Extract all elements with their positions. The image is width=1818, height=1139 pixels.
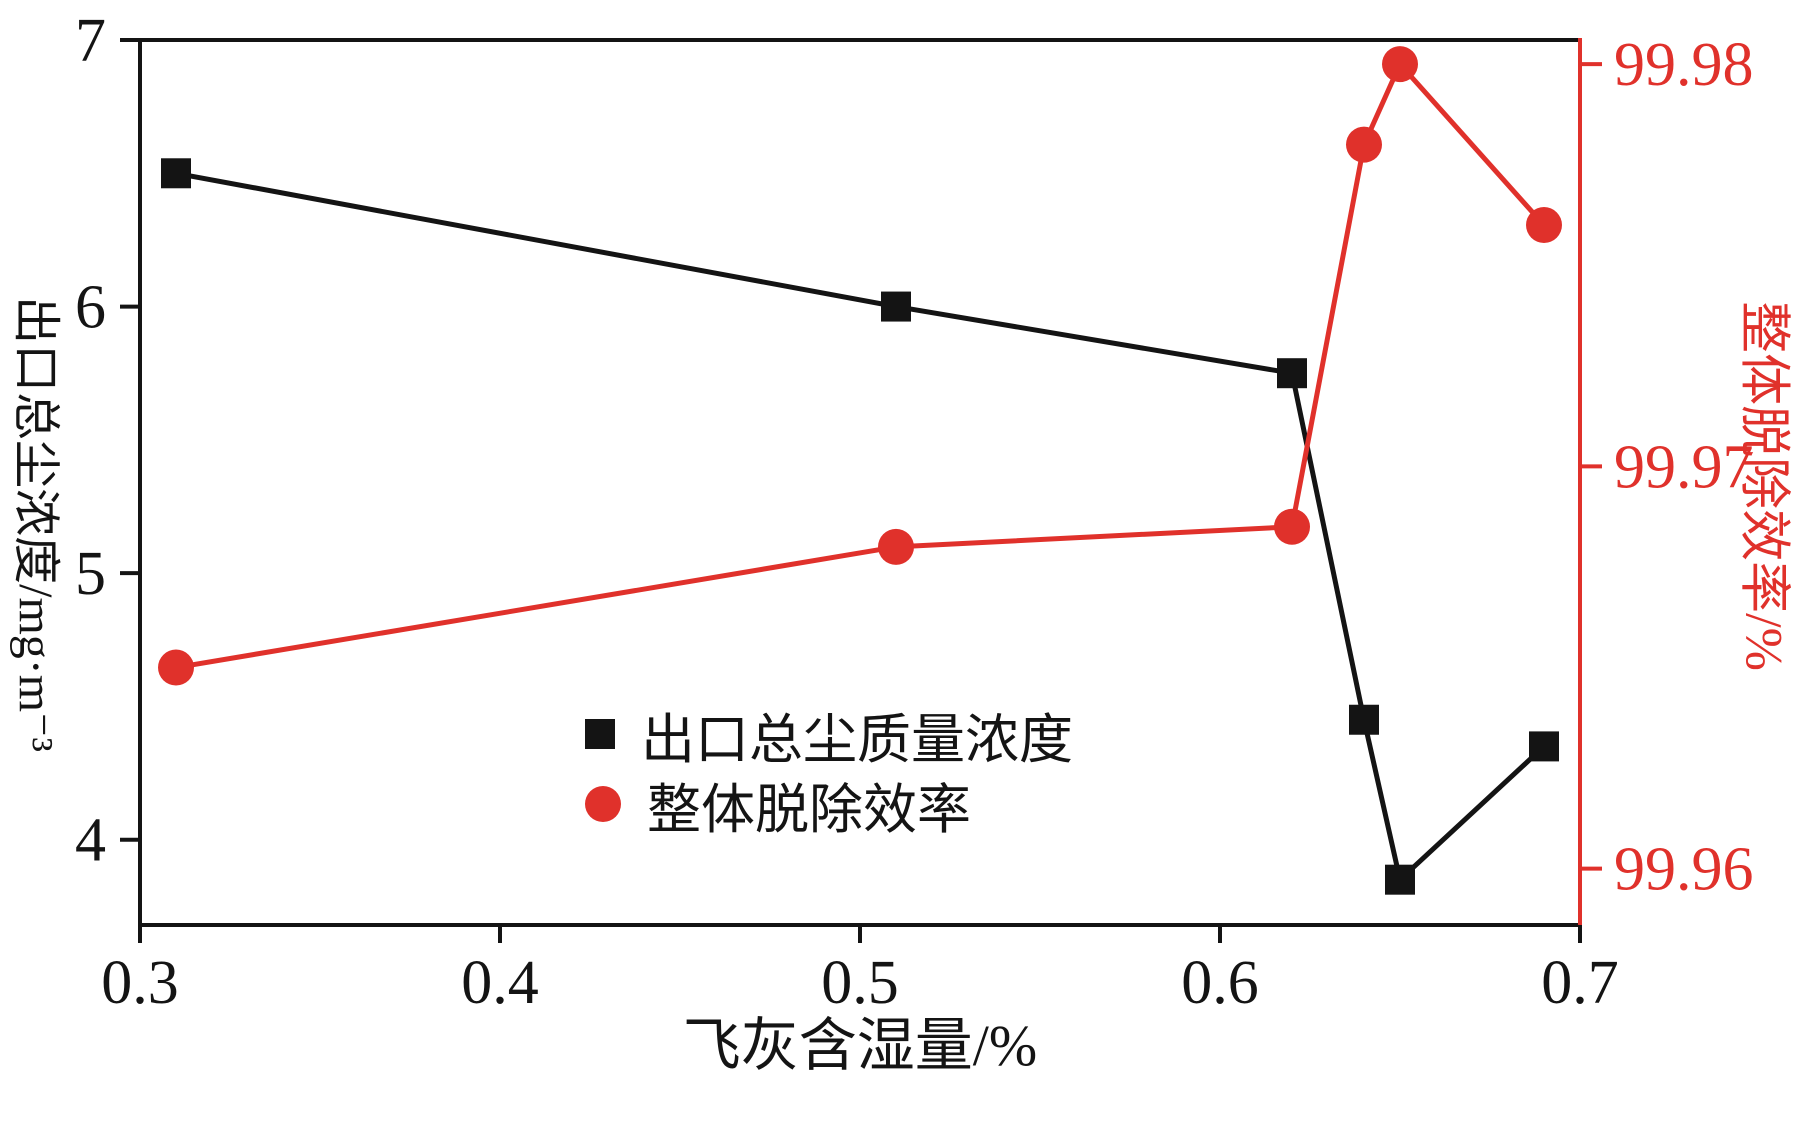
x-tick-label: 0.7 <box>1541 949 1619 1017</box>
data-point-circle <box>1274 508 1310 545</box>
data-point-circle <box>878 528 914 565</box>
y-right-tick-label: 99.98 <box>1614 31 1754 99</box>
x-tick-label: 0.4 <box>461 949 539 1017</box>
data-point-square <box>1277 358 1307 389</box>
y-left-tick-label: 4 <box>75 807 106 875</box>
data-point-circle <box>1526 207 1562 244</box>
x-axis-title: 飞灰含湿量/% <box>682 1013 1038 1078</box>
y-axis-title-right: 整体脱除效率/% <box>1734 301 1792 671</box>
legend-item-dust: 出口总尘质量浓度 <box>585 702 1073 770</box>
x-tick-label: 0.3 <box>101 949 179 1017</box>
x-tick-label: 0.5 <box>821 949 899 1017</box>
x-tick-label: 0.6 <box>1181 949 1259 1017</box>
legend-label-efficiency: 整体脱除效率 <box>647 779 971 840</box>
data-point-circle <box>158 649 194 686</box>
series-line-1 <box>173 61 1547 671</box>
data-point-square <box>1529 731 1559 762</box>
y-right-tick-label: 99.96 <box>1614 836 1754 904</box>
y-left-tick-label: 5 <box>75 540 106 608</box>
legend-marker-circle <box>585 786 621 822</box>
data-point-circle <box>1382 46 1418 83</box>
chart-legend: 出口总尘质量浓度 整体脱除效率 <box>585 702 1073 840</box>
series-line-0 <box>173 170 1547 883</box>
data-point-circle <box>1346 126 1382 163</box>
y-left-tick-label: 6 <box>75 274 106 342</box>
y-left-tick-label: 7 <box>75 7 106 75</box>
data-point-square <box>881 291 911 322</box>
y-right-tick-label: 99.97 <box>1614 433 1754 501</box>
y-axis-title-left: 出口总尘浓度/mg·m⁻³ <box>9 296 62 752</box>
legend-item-efficiency: 整体脱除效率 <box>585 772 1073 840</box>
data-point-square <box>1349 704 1379 735</box>
data-point-square <box>161 158 191 189</box>
legend-marker-square <box>585 719 615 749</box>
data-point-square <box>1385 864 1415 895</box>
legend-label-dust: 出口总尘质量浓度 <box>641 709 1073 770</box>
